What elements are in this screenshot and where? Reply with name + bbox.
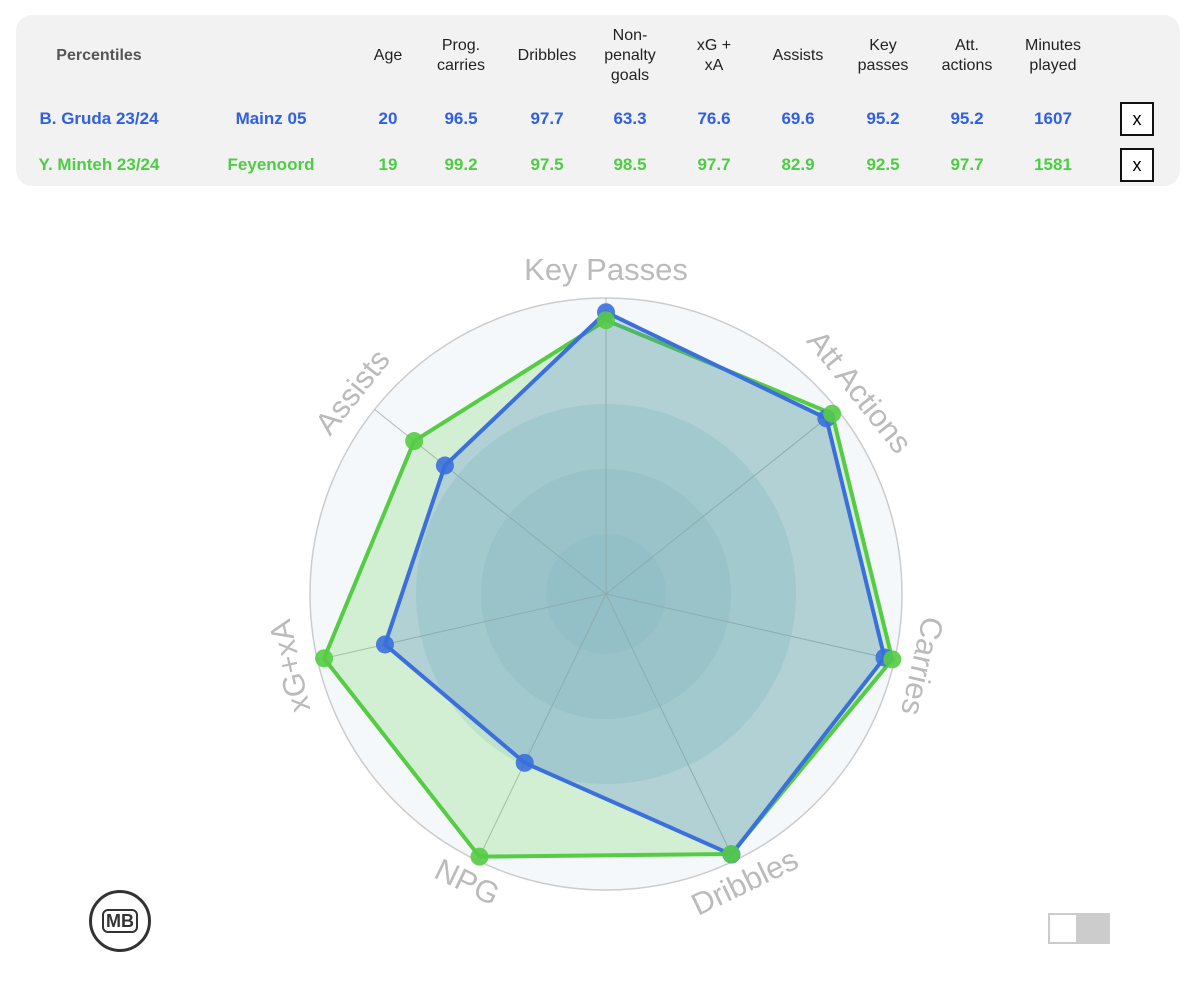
percentile-value: 97.7 <box>530 109 564 128</box>
data-point <box>375 635 394 654</box>
toggle-knob <box>1048 913 1078 944</box>
spoke <box>605 409 838 595</box>
percentile-value: 76.6 <box>697 109 731 128</box>
remove-button[interactable]: x <box>1120 102 1154 136</box>
column-header: Prog. carries <box>436 37 486 74</box>
percentile-value: 20 <box>378 109 398 128</box>
team-name: Mainz 05 <box>235 109 307 128</box>
data-point <box>823 404 842 423</box>
data-point <box>470 847 489 866</box>
percentile-value: 1581 <box>1034 155 1072 174</box>
percentile-value: 63.3 <box>613 109 647 128</box>
column-header: Assists <box>772 47 824 64</box>
spoke <box>605 593 735 861</box>
column-header: Minutes played <box>1024 37 1082 74</box>
axis-label: Carries <box>894 614 950 719</box>
data-point <box>515 753 534 772</box>
column-header: Dribbles <box>517 47 577 64</box>
column-header: Att. actions <box>941 37 993 74</box>
percentile-value: 19 <box>378 155 398 174</box>
remove-button[interactable]: x <box>1120 148 1154 182</box>
column-header: Non- penalty goals <box>604 27 656 84</box>
data-point <box>315 649 334 668</box>
column-header: Key passes <box>857 37 909 74</box>
toggle-switch[interactable] <box>1048 913 1110 944</box>
data-point <box>722 845 741 864</box>
spoke <box>317 593 607 661</box>
percentile-value: 1607 <box>1034 109 1072 128</box>
percentile-value: 95.2 <box>866 109 900 128</box>
data-point <box>405 432 424 451</box>
table-title: Percentiles <box>56 47 142 64</box>
logo-text: MB <box>102 909 138 933</box>
data-point <box>435 456 454 475</box>
team-name: Feyenoord <box>227 155 315 174</box>
spoke <box>605 593 895 661</box>
percentile-value: 95.2 <box>950 109 984 128</box>
percentile-value: 92.5 <box>866 155 900 174</box>
percentile-table: Percentiles Age Prog. carries Dribbles Non-… <box>16 15 1180 186</box>
percentile-value: 96.5 <box>444 109 478 128</box>
data-point <box>883 650 902 669</box>
percentile-value: 98.5 <box>613 155 647 174</box>
column-header: Age <box>373 47 403 64</box>
player-name: B. Gruda 23/24 <box>39 109 159 128</box>
logo: MB <box>89 890 151 952</box>
axis-label: Key Passes <box>524 252 688 287</box>
percentile-value: 97.7 <box>950 155 984 174</box>
player-name: Y. Minteh 23/24 <box>38 155 160 174</box>
series-area <box>322 318 895 859</box>
percentile-value: 82.9 <box>781 155 815 174</box>
percentile-value: 99.2 <box>444 155 478 174</box>
series-area <box>382 310 887 857</box>
percentile-value: 97.5 <box>530 155 564 174</box>
spoke <box>477 593 607 861</box>
column-header: xG + xA <box>696 37 732 74</box>
axis-label: xG+xA <box>262 616 317 716</box>
data-point <box>597 311 615 330</box>
percentile-value: 97.7 <box>697 155 731 174</box>
percentile-value: 69.6 <box>781 109 815 128</box>
